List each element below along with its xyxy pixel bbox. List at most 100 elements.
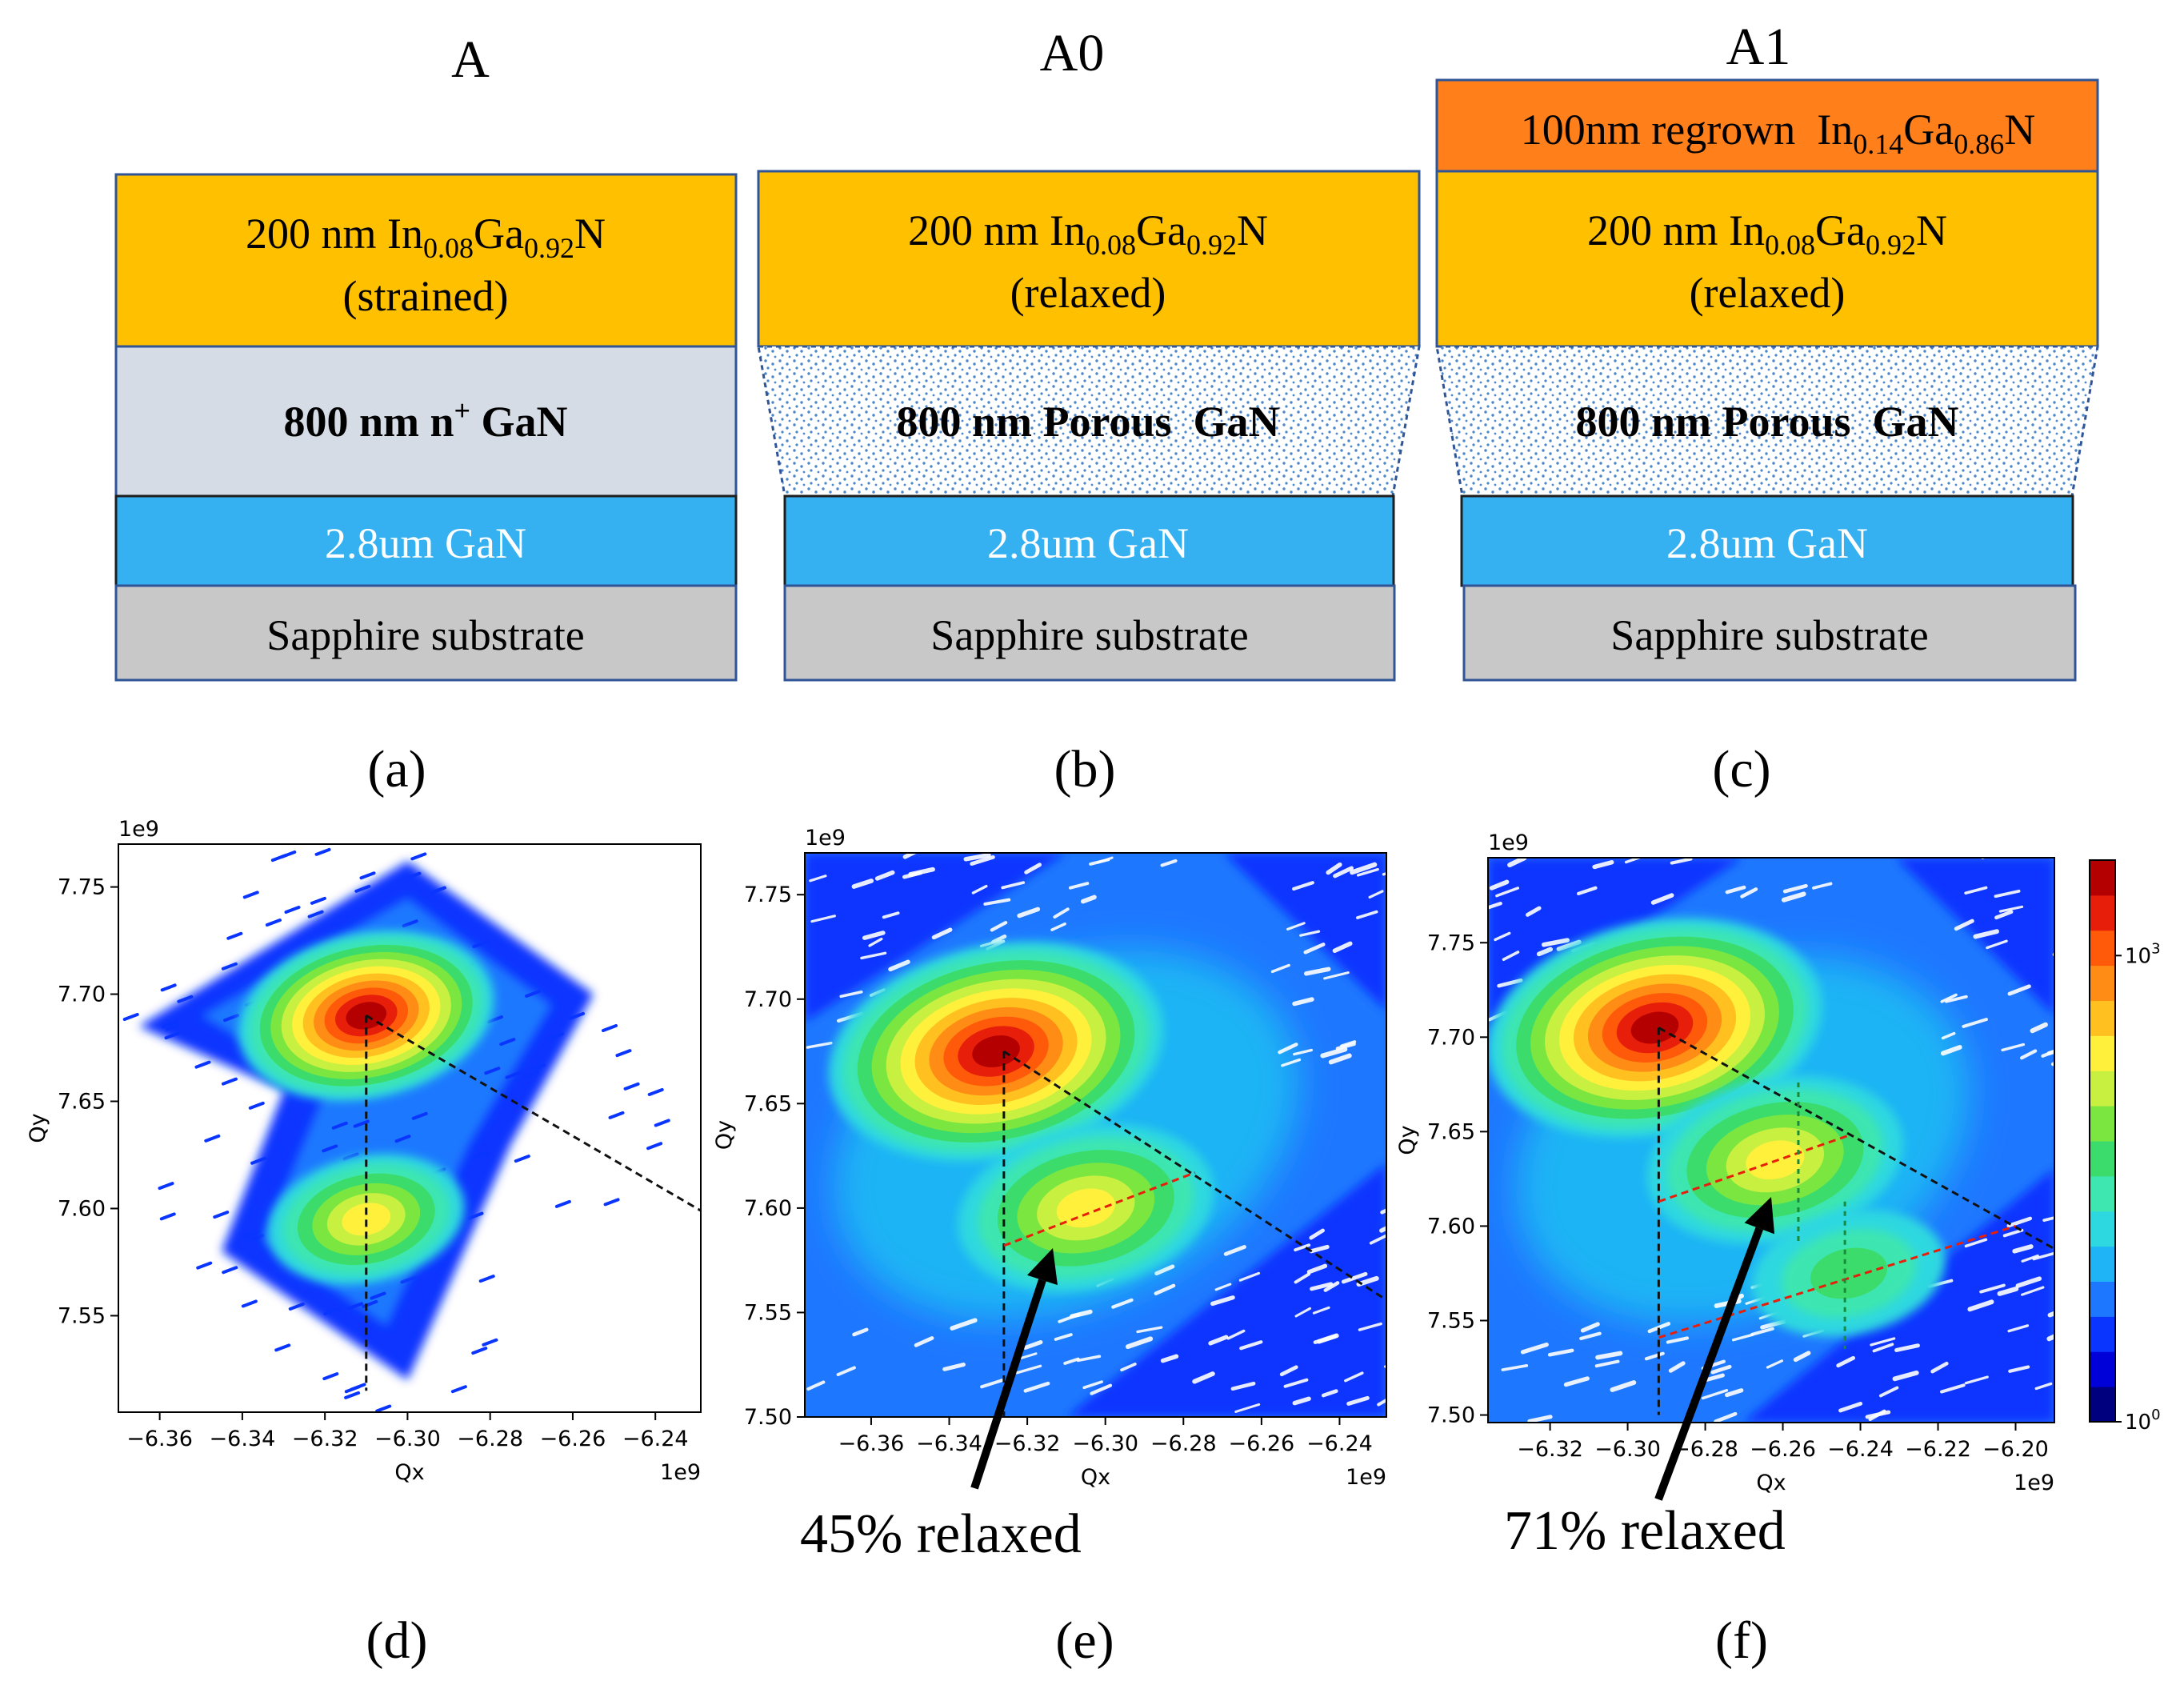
noise-streak xyxy=(851,879,874,889)
noise-streak xyxy=(280,850,297,859)
noise-streak xyxy=(1309,1228,1325,1240)
noise-streak xyxy=(1940,993,1958,1003)
noise-streak xyxy=(486,1015,503,1024)
x-tick-label: −6.32 xyxy=(994,1431,1061,1456)
noise-streak xyxy=(122,1012,139,1021)
noise-streak xyxy=(1997,1286,2019,1296)
noise-streak xyxy=(1489,879,1510,891)
ingan-sub1: 0.08 xyxy=(423,232,474,264)
noise-streak xyxy=(482,1338,498,1347)
noise-streak xyxy=(221,962,238,971)
layer-gan-label: 2.8um GaN xyxy=(987,519,1189,567)
peak-contour xyxy=(1056,1188,1115,1228)
guide-line xyxy=(1658,1134,1850,1203)
annotation-relaxed-e: 45% relaxed xyxy=(800,1503,1082,1565)
noise-streak xyxy=(1527,1415,1553,1423)
noise-streak xyxy=(1377,1398,1386,1407)
colorbar-band xyxy=(2090,930,2115,967)
noise-streak xyxy=(1054,1333,1073,1341)
noise-streak xyxy=(1309,1244,1330,1254)
x-tick-label: −6.30 xyxy=(1072,1431,1138,1456)
layer-porous-gan-label: 800 nm Porous GaN xyxy=(896,398,1279,446)
noise-streak xyxy=(288,1302,305,1311)
y-axis-label: Qy xyxy=(26,1113,50,1143)
noise-streak xyxy=(344,1385,361,1394)
layer-substrate-label: Sapphire substrate xyxy=(1610,611,1928,659)
plot-area xyxy=(1488,858,2054,1423)
noise-streak xyxy=(1292,997,1314,1007)
noise-streak xyxy=(2050,1062,2054,1067)
panel-label-a: (a) xyxy=(367,740,426,798)
noise-streak xyxy=(1812,882,1833,890)
noise-streak xyxy=(1279,1365,1298,1377)
noise-streak xyxy=(2012,1244,2034,1254)
noise-streak xyxy=(1356,867,1379,877)
noise-streak xyxy=(1369,1234,1386,1245)
noise-streak xyxy=(1994,910,2014,920)
noise-streak xyxy=(1050,923,1066,931)
noise-streak xyxy=(1507,858,1527,868)
noise-streak xyxy=(882,911,900,919)
noise-streak xyxy=(2032,1251,2054,1261)
noise-streak xyxy=(1964,886,1988,895)
axes-frame xyxy=(804,852,1387,1418)
colorbar-band xyxy=(2090,860,2115,896)
layer-ingan-strained xyxy=(114,173,738,348)
layer-substrate xyxy=(114,584,738,682)
noise-streak xyxy=(344,1391,361,1399)
peak-contour xyxy=(972,1035,1020,1068)
y-tick-label: 7.75 xyxy=(744,883,792,907)
structure-title-a: A xyxy=(451,30,490,89)
heatmap-low-region xyxy=(1895,858,2054,1016)
noise-streak xyxy=(806,1380,826,1391)
noise-streak xyxy=(1781,891,1806,903)
noise-streak xyxy=(1981,858,1987,859)
x-axis-label: Qx xyxy=(1756,1471,1786,1495)
layer-gan xyxy=(114,494,738,587)
noise-streak xyxy=(1160,859,1178,867)
layer-ingan-relaxed xyxy=(1435,170,2099,348)
noise-streak xyxy=(1350,862,1378,875)
colorbar-band xyxy=(2090,1316,2115,1352)
noise-streak xyxy=(980,1378,1006,1389)
regrown-sub2: 0.86 xyxy=(1954,128,2004,160)
rsm-plots: −6.36 −6.34 −6.32 −6.30 −6.28 −6.26 −6.24 7.55 7… xyxy=(26,817,2161,1501)
y-tick-label: 7.75 xyxy=(1427,931,1475,955)
noise-streak xyxy=(307,910,324,919)
layer-substrate xyxy=(1462,584,2077,682)
ingan-tail: N xyxy=(1237,206,1268,254)
y-tick-label: 7.55 xyxy=(744,1300,792,1325)
noise-streak xyxy=(2002,1228,2024,1238)
noise-streak xyxy=(1154,1283,1176,1295)
noise-streak xyxy=(1944,995,1968,1003)
npgan-tail: GaN xyxy=(470,398,568,446)
noise-streak xyxy=(1379,1226,1386,1233)
noise-streak xyxy=(265,919,282,927)
noise-streak xyxy=(1497,978,1523,988)
guide-line xyxy=(1658,1027,2054,1251)
noise-streak xyxy=(902,871,923,879)
noise-streak xyxy=(204,1134,221,1143)
noise-streak xyxy=(1793,1351,1811,1363)
noise-streak xyxy=(868,937,883,947)
noise-streak xyxy=(1063,1357,1080,1365)
x-tick-label: −6.36 xyxy=(838,1431,905,1456)
y-tick-label: 7.60 xyxy=(58,1196,106,1221)
noise-streak xyxy=(1358,1322,1382,1331)
noise-streak xyxy=(2042,1216,2054,1223)
y-axis-label: Qy xyxy=(1395,1125,1420,1155)
noise-streak xyxy=(1210,1295,1235,1307)
noise-streak xyxy=(1750,1327,1774,1336)
noise-streak xyxy=(1973,929,1999,939)
noise-streak xyxy=(1281,1058,1302,1067)
noise-streak xyxy=(2021,1286,2045,1296)
noise-streak xyxy=(226,931,243,940)
noise-streak xyxy=(223,1014,240,1023)
noise-streak xyxy=(1368,890,1384,899)
ingan-sub2: 0.92 xyxy=(1866,229,1916,261)
noise-streak xyxy=(1303,943,1326,955)
noise-streak xyxy=(1097,856,1114,864)
noise-streak xyxy=(284,906,301,915)
colorbar: 100 103 xyxy=(2089,859,2161,1435)
noise-streak xyxy=(242,891,259,899)
